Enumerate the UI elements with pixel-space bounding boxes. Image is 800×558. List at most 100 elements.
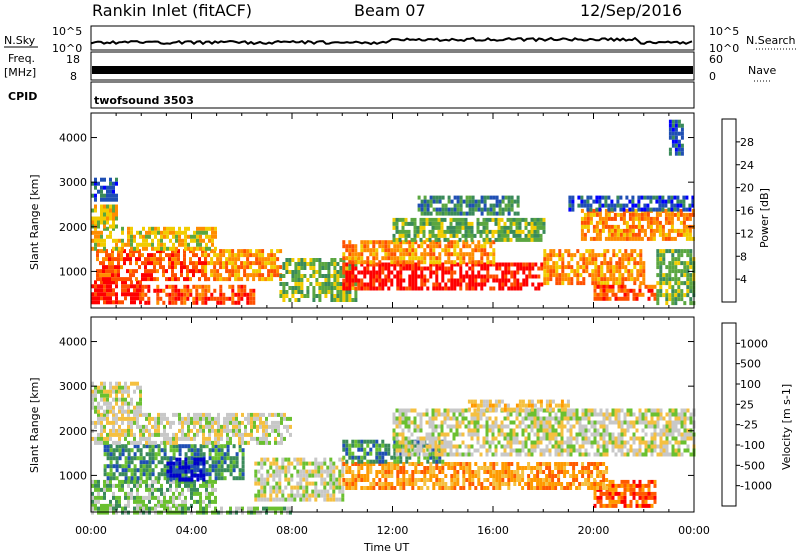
power-cell [118,300,121,304]
power-cell [106,300,109,304]
power-cell [103,178,106,182]
power-cell [396,275,399,279]
velocity-cell [516,413,519,417]
power-cell [342,287,345,291]
power-cell [423,283,426,287]
power-cell [172,247,175,251]
power-cell [619,204,622,208]
velocity-cell [148,437,151,441]
power-cell [100,239,103,243]
velocity-cell [253,425,256,429]
velocity-cell [224,460,227,464]
power-cell [450,279,453,283]
power-cell [208,227,211,231]
power-cell [171,289,174,293]
power-cell [408,230,411,234]
power-cell [393,248,396,252]
velocity-cell [275,462,278,466]
power-cell [432,218,435,222]
power-cell [97,296,100,300]
power-cell [297,262,300,266]
power-cell [288,258,291,262]
power-cell [120,277,123,281]
velocity-cell [115,390,118,394]
power-cell [111,269,114,273]
power-cell [543,222,546,226]
power-cell [201,297,204,301]
power-cell [531,283,534,287]
power-cell [384,267,387,271]
power-cell [183,277,186,281]
power-cell [354,244,357,248]
velocity-cell [320,490,323,494]
power-cell [669,124,672,128]
velocity-cell [290,478,293,482]
power-cell [348,244,351,248]
power-cell [189,257,192,261]
velocity-cell [507,425,510,429]
power-region [393,218,546,242]
power-cell [585,269,588,273]
power-cell [192,261,195,265]
power-cell [198,293,201,297]
power-cell [171,273,174,277]
power-cell [207,289,210,293]
power-cell [465,275,468,279]
power-cell [564,277,567,281]
power-cell [399,287,402,291]
velocity-cell [540,441,543,445]
power-cell [306,290,309,294]
velocity-cell [363,452,366,456]
power-cell [291,294,294,298]
velocity-cell [254,482,257,486]
velocity-cell [287,482,290,486]
power-cell [589,204,592,208]
power-cell [581,229,584,233]
power-cell [204,289,207,293]
velocity-cell [131,468,134,472]
power-cell [435,271,438,275]
velocity-cell [522,441,525,445]
velocity-cell [109,429,112,433]
power-cell [656,301,659,305]
power-cell [656,293,659,297]
power-cell [195,285,198,289]
power-cell [468,226,471,230]
power-cell [531,222,534,226]
velocity-cell [142,413,145,417]
velocity-cell [281,490,284,494]
power-cell [169,247,172,251]
velocity-cell [212,448,215,452]
velocity-cell [182,460,185,464]
power-cell [514,200,517,204]
power-cell [168,277,171,281]
velocity-cell [378,478,381,482]
power-cell [258,273,261,277]
velocity-cell [305,486,308,490]
velocity-cell [465,453,468,457]
velocity-cell [250,425,253,429]
velocity-cell [492,486,495,490]
velocity-cell [275,458,278,462]
power-cell [486,252,489,256]
velocity-cell [465,425,468,429]
power-cell [579,253,582,257]
power-cell [180,301,183,305]
velocity-cell [160,441,163,445]
velocity-cell [495,470,498,474]
velocity-cell [125,460,128,464]
power-cell [432,271,435,275]
power-cell [439,208,442,212]
velocity-cell [226,425,229,429]
velocity-cell [193,433,196,437]
power-cell [633,281,636,285]
power-cell [103,198,106,202]
velocity-cell [438,486,441,490]
velocity-cell [121,488,124,492]
power-cell [599,217,602,221]
power-cell [496,212,499,216]
velocity-cell [115,433,118,437]
power-cell [450,222,453,226]
velocity-cell [272,458,275,462]
power-cell [606,261,609,265]
